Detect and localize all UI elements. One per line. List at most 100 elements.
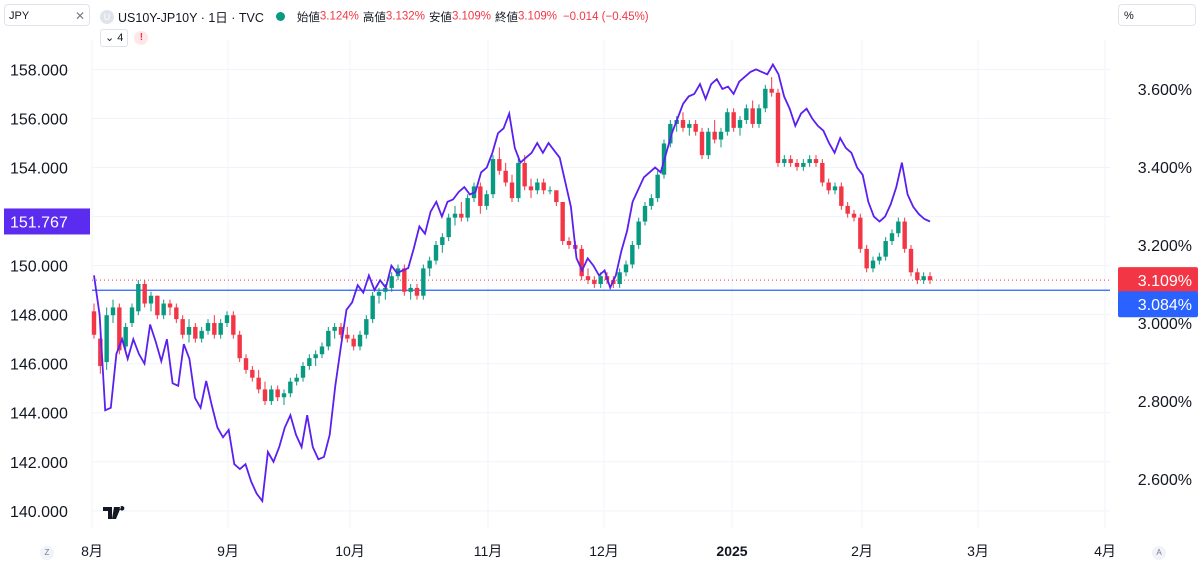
- candle-body: [148, 295, 154, 304]
- candle-body: [452, 213, 458, 218]
- indicator-count: 4: [117, 32, 124, 44]
- candle-body: [440, 237, 445, 245]
- close-icon[interactable]: ✕: [74, 9, 85, 23]
- time-tick-label: 12月: [589, 543, 619, 559]
- candle-body: [345, 334, 350, 339]
- candle-body: [522, 162, 527, 187]
- time-tick-label: 3月: [967, 543, 989, 559]
- candle-body: [718, 131, 724, 140]
- right-tick-label: 2.800%: [1138, 394, 1192, 411]
- candle-body: [459, 213, 464, 218]
- candle-body: [725, 112, 730, 132]
- candle-body: [294, 377, 299, 382]
- time-tick-label: 9月: [217, 543, 239, 559]
- time-tick-label: 2月: [851, 543, 873, 559]
- candle-body: [250, 369, 255, 378]
- candle-body: [902, 221, 907, 249]
- currency-scale-label: JPY: [9, 10, 30, 22]
- candle-body: [313, 354, 318, 359]
- candle-body: [927, 276, 933, 281]
- candle-body: [579, 248, 584, 277]
- candle-body: [478, 186, 483, 206]
- close-label: 終値: [494, 11, 518, 24]
- left-last-value-text: 151.767: [10, 214, 68, 231]
- candle-body: [123, 326, 128, 347]
- pair-title[interactable]: US10Y-JP10Y · 1日 · TVC: [118, 11, 264, 25]
- candle-body: [744, 108, 749, 121]
- candle-body: [199, 330, 204, 339]
- warning-icon[interactable]: !: [134, 31, 149, 45]
- candle-body: [91, 311, 97, 335]
- market-status-icon: [275, 12, 285, 21]
- candle-body: [541, 182, 546, 191]
- right-hline-text: 3.084%: [1138, 297, 1192, 314]
- high-label: 高値: [362, 11, 386, 24]
- auto-scale-left-button[interactable]: Z: [40, 546, 54, 560]
- candle-body: [655, 174, 660, 199]
- candle-body: [851, 213, 857, 218]
- left-tick-label: 154.000: [10, 161, 68, 178]
- candle-body: [212, 323, 217, 335]
- candle-body: [332, 326, 337, 331]
- open-value: 3.124%: [319, 10, 359, 23]
- low-value: 3.109%: [451, 10, 491, 23]
- indicator-row: ⌄ 4!: [100, 29, 149, 47]
- candle-body: [889, 233, 895, 242]
- candle-body: [794, 162, 800, 167]
- chevron-down-icon: ⌄: [105, 32, 115, 44]
- currency-scale-field[interactable]: JPY ✕: [4, 4, 90, 26]
- candle-body: [516, 162, 521, 199]
- candle-body: [117, 307, 122, 351]
- candle-body: [256, 377, 261, 390]
- candle-body: [129, 307, 135, 324]
- candle-body: [592, 280, 597, 284]
- right-tick-label: 3.000%: [1138, 316, 1192, 333]
- auto-scale-right-button[interactable]: A: [1152, 546, 1166, 560]
- right-tick-label: 2.600%: [1138, 472, 1192, 489]
- candlestick-series: [91, 77, 933, 406]
- left-tick-label: 158.000: [10, 62, 68, 79]
- candle-body: [326, 330, 331, 347]
- time-tick-label: 4月: [1094, 543, 1116, 559]
- candle-body: [706, 131, 711, 156]
- candle-body: [712, 131, 717, 140]
- left-last-value-tag: [4, 208, 90, 235]
- candle-body: [560, 202, 565, 242]
- candle-body: [687, 123, 692, 128]
- candle-body: [769, 88, 774, 93]
- candle-body: [636, 221, 641, 245]
- indicators-toggle-button[interactable]: ⌄ 4: [100, 29, 129, 47]
- candle-body: [243, 358, 249, 370]
- candle-body: [623, 264, 629, 273]
- candle-body: [782, 159, 787, 163]
- candle-body: [180, 319, 185, 335]
- candle-body: [414, 287, 420, 296]
- candle-body: [433, 244, 439, 261]
- candle-body: [807, 159, 812, 163]
- percent-scale-field[interactable]: %: [1118, 4, 1196, 26]
- candle-body: [193, 326, 198, 339]
- left-tick-label: 150.000: [10, 259, 68, 276]
- candle-body: [896, 221, 901, 234]
- candle-body: [858, 217, 863, 249]
- candle-body: [547, 190, 553, 192]
- change-value: −0.014 (−0.45%): [562, 10, 649, 23]
- candle-body: [497, 159, 502, 171]
- usdjpy-line-series: [93, 62, 931, 504]
- candle-body: [763, 88, 768, 109]
- high-value: 3.132%: [385, 10, 425, 23]
- candle-body: [566, 241, 572, 245]
- candle-body: [509, 182, 515, 199]
- time-tick-label: 11月: [474, 543, 503, 559]
- candle-body: [237, 334, 242, 359]
- candle-body: [484, 194, 489, 206]
- candle-body: [528, 186, 534, 191]
- candle-body: [870, 260, 876, 269]
- candle-body: [801, 162, 806, 167]
- candle-body: [737, 120, 743, 128]
- candle-body: [389, 276, 394, 288]
- left-tick-label: 148.000: [10, 308, 68, 325]
- percent-scale-label: %: [1124, 10, 1134, 22]
- candle-body: [370, 295, 375, 320]
